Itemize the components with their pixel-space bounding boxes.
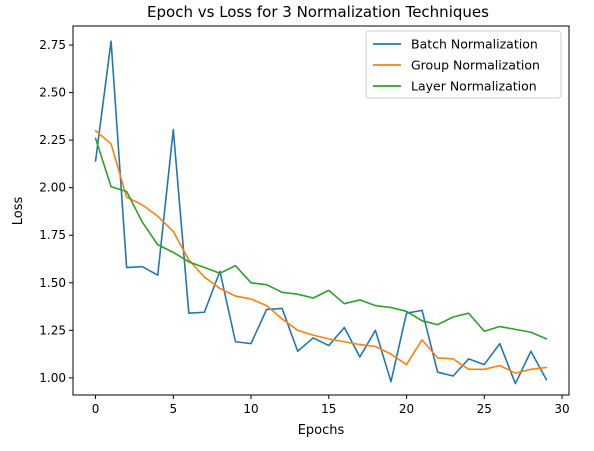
legend-entry-label: Batch Normalization [411, 37, 538, 52]
y-tick-label: 1.75 [39, 228, 66, 242]
y-tick-label: 1.00 [39, 371, 66, 385]
x-tick-label: 0 [92, 402, 100, 416]
legend-entry-label: Layer Normalization [411, 79, 537, 94]
legend-box [365, 30, 562, 99]
y-tick-label: 1.25 [39, 323, 66, 337]
x-axis-ticks: 0 5 10 15 20 25 30 [92, 395, 570, 416]
y-tick-label: 2.25 [39, 133, 66, 147]
y-tick-label: 2.75 [39, 38, 66, 52]
series-lines [94, 40, 548, 385]
y-tick-label: 2.00 [39, 181, 66, 195]
chart-title: Epoch vs Loss for 3 Normalization Techni… [147, 3, 489, 21]
y-axis-label: Loss [11, 197, 26, 226]
x-tick-label: 20 [399, 402, 414, 416]
series-line-1 [94, 40, 548, 385]
x-tick-label: 30 [554, 402, 569, 416]
y-tick-label: 2.50 [39, 86, 66, 100]
x-axis-label: Epochs [298, 423, 345, 438]
series-line-3 [94, 137, 548, 340]
y-tick-label: 1.50 [39, 276, 66, 290]
x-tick-label: 10 [243, 402, 258, 416]
legend: Batch Normalization Group Normalization La… [365, 30, 562, 99]
y-axis-ticks: 1.00 1.25 1.50 1.75 2.00 2.25 2.50 2.75 [39, 38, 73, 385]
legend-entry-label: Group Normalization [411, 58, 540, 73]
x-tick-label: 15 [321, 402, 336, 416]
series-line-2 [94, 129, 548, 374]
x-tick-label: 5 [169, 402, 177, 416]
plot-frame [72, 25, 570, 396]
x-tick-label: 25 [477, 402, 492, 416]
